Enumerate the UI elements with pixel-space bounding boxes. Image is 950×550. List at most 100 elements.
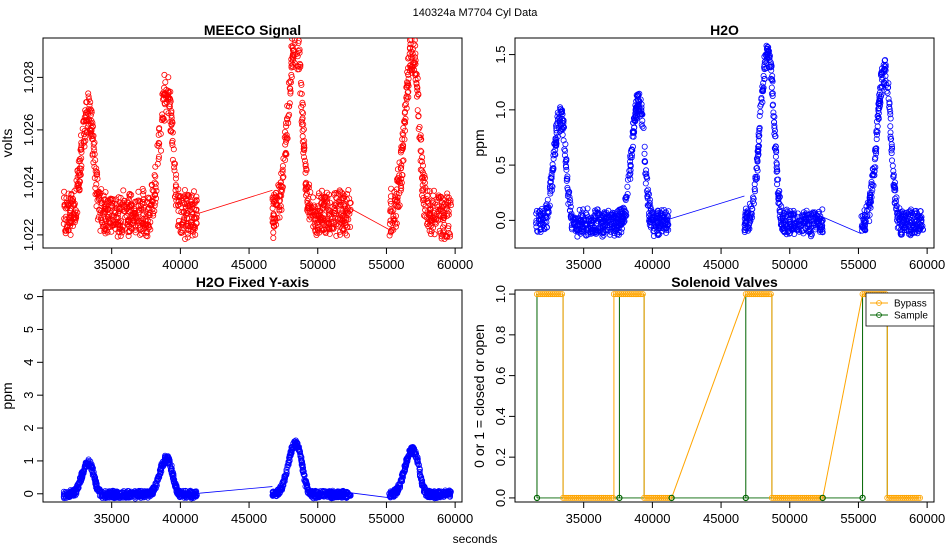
data-point bbox=[159, 91, 166, 98]
data-point bbox=[94, 197, 101, 204]
data-point bbox=[538, 212, 545, 219]
data-point bbox=[778, 215, 785, 222]
data-point bbox=[427, 494, 434, 501]
data-point bbox=[188, 192, 195, 199]
data-point bbox=[641, 157, 648, 164]
data-point bbox=[889, 145, 896, 152]
data-point bbox=[560, 124, 567, 131]
data-point bbox=[907, 226, 914, 233]
data-point bbox=[94, 216, 101, 223]
data-point bbox=[911, 229, 918, 236]
data-point bbox=[276, 214, 283, 221]
data-point bbox=[873, 148, 880, 155]
data-point bbox=[64, 224, 71, 231]
sample-point bbox=[616, 494, 623, 502]
data-point bbox=[115, 219, 122, 226]
data-point bbox=[662, 224, 669, 231]
data-point bbox=[297, 90, 304, 97]
data-point bbox=[173, 171, 180, 178]
bypass-point bbox=[616, 291, 623, 298]
data-point bbox=[61, 194, 68, 201]
data-point bbox=[323, 189, 330, 196]
data-point bbox=[413, 71, 420, 78]
data-point bbox=[444, 190, 451, 197]
data-point bbox=[401, 118, 408, 125]
data-point bbox=[92, 168, 99, 175]
data-point bbox=[132, 211, 139, 218]
data-point bbox=[903, 209, 910, 216]
data-point bbox=[88, 463, 95, 470]
data-point bbox=[775, 199, 782, 206]
data-point bbox=[624, 183, 631, 190]
data-point bbox=[643, 173, 650, 180]
data-point bbox=[283, 135, 290, 142]
data-point bbox=[638, 108, 645, 115]
data-point bbox=[85, 90, 92, 97]
data-point bbox=[157, 147, 164, 154]
x-tick-label: 50000 bbox=[772, 511, 808, 526]
data-point bbox=[270, 234, 277, 241]
data-point bbox=[344, 209, 351, 216]
data-point bbox=[277, 202, 284, 209]
bypass-point bbox=[795, 494, 802, 501]
data-point bbox=[868, 180, 875, 187]
bypass-point bbox=[541, 291, 548, 298]
data-point bbox=[285, 120, 292, 127]
y-tick-label: 5 bbox=[21, 326, 36, 333]
data-point bbox=[346, 199, 353, 206]
data-point bbox=[543, 224, 550, 231]
data-point bbox=[887, 129, 894, 136]
y-tick-label: 6 bbox=[21, 293, 36, 300]
bypass-point bbox=[666, 494, 673, 501]
data-point bbox=[871, 167, 878, 174]
data-point bbox=[406, 62, 413, 69]
data-point bbox=[398, 185, 405, 192]
data-point bbox=[782, 207, 789, 214]
data-point bbox=[163, 108, 170, 115]
bypass-point bbox=[583, 494, 590, 501]
data-point bbox=[269, 194, 276, 201]
bypass-point bbox=[654, 494, 661, 501]
y-tick-label: 0 bbox=[21, 490, 36, 497]
sample-point bbox=[859, 494, 866, 502]
data-point bbox=[76, 165, 83, 172]
data-point bbox=[418, 148, 425, 155]
data-point bbox=[165, 74, 172, 81]
data-point bbox=[387, 217, 394, 224]
data-point bbox=[192, 231, 199, 238]
data-point bbox=[121, 197, 128, 204]
bypass-point bbox=[746, 291, 753, 298]
data-point bbox=[800, 219, 807, 226]
data-point bbox=[274, 486, 281, 493]
data-point bbox=[112, 220, 119, 227]
data-point bbox=[887, 133, 894, 140]
data-point bbox=[562, 141, 569, 148]
x-tick-label: 40000 bbox=[162, 257, 198, 272]
data-point bbox=[620, 204, 627, 211]
data-point bbox=[533, 207, 540, 214]
data-point bbox=[645, 186, 652, 193]
data-point bbox=[399, 470, 406, 477]
bypass-point bbox=[620, 291, 627, 298]
data-point bbox=[156, 125, 163, 132]
data-point bbox=[392, 212, 399, 219]
bypass-point bbox=[901, 494, 908, 501]
data-point bbox=[87, 99, 94, 106]
bypass-point bbox=[598, 494, 605, 501]
data-point bbox=[179, 219, 186, 226]
data-point bbox=[414, 456, 421, 463]
panel-h2o: H2O 35000 40000 45000 50000 55000 60000 0.0 0.5 1… bbox=[471, 22, 945, 272]
panel-title: H2O bbox=[710, 22, 739, 38]
bypass-point bbox=[562, 494, 569, 501]
data-point bbox=[773, 147, 780, 154]
data-point bbox=[399, 171, 406, 178]
data-point bbox=[386, 232, 393, 239]
data-point bbox=[102, 494, 109, 501]
bypass-point bbox=[780, 494, 787, 501]
data-point bbox=[769, 77, 776, 84]
data-point bbox=[301, 157, 308, 164]
data-point bbox=[439, 195, 446, 202]
data-point bbox=[75, 184, 82, 191]
data-point bbox=[398, 162, 405, 169]
legend-marker bbox=[876, 312, 882, 318]
